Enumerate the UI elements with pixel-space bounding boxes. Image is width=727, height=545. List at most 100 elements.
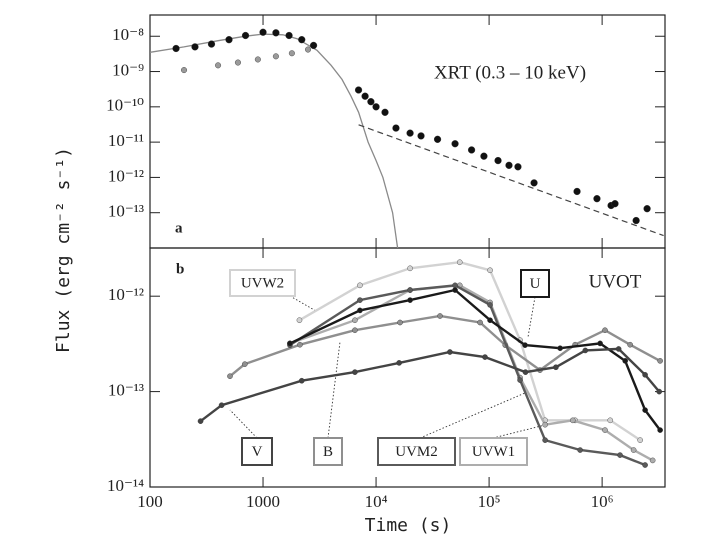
data-point bbox=[456, 259, 463, 266]
data-point bbox=[285, 31, 293, 40]
data-point bbox=[218, 402, 225, 409]
data-point bbox=[287, 340, 293, 347]
arrow bbox=[289, 295, 317, 312]
data-point bbox=[477, 319, 483, 326]
data-point bbox=[407, 297, 413, 303]
panel-label: b bbox=[176, 261, 184, 277]
data-point bbox=[577, 447, 583, 453]
legend-box bbox=[229, 269, 296, 297]
data-point bbox=[298, 36, 306, 44]
series-group bbox=[150, 28, 664, 248]
data-point bbox=[297, 341, 303, 348]
data-point bbox=[642, 407, 648, 413]
data-point bbox=[657, 358, 663, 364]
data-point bbox=[357, 282, 363, 289]
arrow bbox=[229, 409, 258, 439]
y-tick-label: 10⁻¹⁰ bbox=[106, 96, 144, 115]
data-point bbox=[649, 457, 656, 464]
data-point bbox=[637, 437, 643, 443]
y-tick-label: 10⁻¹² bbox=[108, 285, 144, 304]
data-point bbox=[197, 418, 204, 424]
data-point bbox=[482, 354, 488, 360]
data-point bbox=[487, 267, 493, 274]
arrow bbox=[492, 424, 546, 439]
data-point bbox=[657, 427, 663, 433]
y-tick-label: 10⁻⁹ bbox=[112, 60, 144, 79]
series-line bbox=[289, 288, 662, 431]
data-point bbox=[452, 287, 458, 293]
y-tick-label: 10⁻¹² bbox=[108, 166, 144, 185]
data-point bbox=[451, 140, 459, 148]
data-point bbox=[494, 156, 502, 165]
series-line bbox=[199, 347, 661, 423]
data-point bbox=[597, 340, 603, 347]
data-point bbox=[522, 369, 529, 375]
y-tick-label: 10⁻¹¹ bbox=[108, 131, 144, 150]
data-point bbox=[207, 40, 216, 48]
data-point bbox=[452, 282, 458, 289]
data-point bbox=[530, 179, 538, 187]
data-point bbox=[227, 373, 233, 380]
annotation: UVOT bbox=[589, 271, 642, 292]
data-point bbox=[241, 31, 250, 40]
data-point bbox=[392, 124, 400, 132]
pointer-arrows bbox=[229, 295, 546, 439]
data-point bbox=[298, 377, 305, 384]
data-point bbox=[632, 216, 640, 225]
data-point bbox=[437, 313, 443, 319]
legend-box bbox=[459, 437, 528, 466]
x-tick-label: 100 bbox=[137, 492, 163, 511]
data-point bbox=[305, 46, 312, 53]
data-point bbox=[593, 195, 601, 203]
arrow bbox=[527, 296, 536, 338]
arrow bbox=[327, 341, 341, 439]
data-point bbox=[607, 417, 614, 424]
data-point bbox=[417, 132, 425, 140]
data-point bbox=[505, 161, 513, 169]
x-tick-label: 1000 bbox=[246, 492, 280, 511]
legend-label: UVM2 bbox=[395, 444, 438, 460]
data-point bbox=[254, 56, 261, 63]
series-line bbox=[229, 314, 661, 378]
data-point bbox=[357, 307, 363, 314]
data-point bbox=[352, 317, 358, 324]
data-point bbox=[272, 29, 280, 37]
data-point bbox=[522, 342, 528, 348]
data-point bbox=[542, 437, 548, 443]
data-point bbox=[433, 135, 442, 143]
data-point bbox=[361, 92, 369, 100]
data-point bbox=[569, 417, 576, 424]
data-point bbox=[642, 462, 648, 468]
legend-box bbox=[241, 437, 273, 466]
data-point bbox=[582, 347, 589, 354]
data-point bbox=[622, 358, 628, 364]
data-point bbox=[447, 349, 453, 355]
data-point bbox=[352, 369, 358, 375]
data-point bbox=[181, 67, 188, 74]
data-point bbox=[573, 187, 581, 196]
data-point bbox=[557, 345, 563, 352]
arrow bbox=[419, 392, 526, 439]
data-point bbox=[615, 346, 622, 352]
data-point bbox=[288, 50, 295, 57]
y-tick-label: 10⁻¹⁴ bbox=[107, 476, 144, 495]
series-line bbox=[298, 260, 641, 442]
legend-box bbox=[520, 269, 550, 298]
data-point bbox=[191, 43, 199, 51]
data-point bbox=[630, 447, 637, 453]
data-point bbox=[352, 327, 358, 334]
data-point bbox=[357, 297, 363, 303]
data-point bbox=[309, 41, 318, 50]
data-point bbox=[487, 302, 493, 308]
data-point bbox=[517, 377, 523, 383]
data-point bbox=[215, 62, 222, 69]
data-point bbox=[406, 129, 414, 137]
x-tick-label: 10⁴ bbox=[365, 492, 388, 511]
data-point bbox=[617, 452, 623, 458]
legend-box bbox=[377, 437, 456, 466]
x-axis-label: Time (s) bbox=[365, 515, 452, 536]
panel-b-frame bbox=[149, 247, 666, 488]
data-point bbox=[627, 341, 633, 348]
data-point bbox=[259, 28, 267, 36]
